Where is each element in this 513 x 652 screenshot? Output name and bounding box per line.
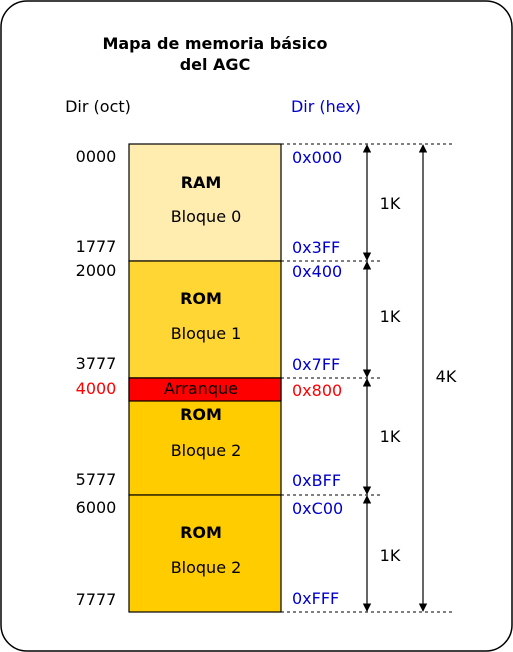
block-type-label: ROM bbox=[180, 289, 222, 308]
total-size-label: 4K bbox=[436, 367, 457, 386]
oct-address: 1777 bbox=[76, 237, 117, 256]
segment-size-label: 1K bbox=[380, 546, 401, 565]
block-type-label: ROM bbox=[180, 523, 222, 542]
hex-address: 0x3FF bbox=[292, 238, 340, 257]
block-name-label: Bloque 1 bbox=[171, 324, 242, 343]
hex-address: 0x7FF bbox=[292, 355, 340, 374]
hex-address: 0xC00 bbox=[292, 499, 343, 518]
hex-address: 0x000 bbox=[292, 148, 342, 167]
memory-block-0: RAM Bloque 0 bbox=[128, 143, 282, 262]
segment-size-label: 1K bbox=[380, 427, 401, 446]
boot-banner bbox=[128, 377, 282, 402]
block-name-label: Bloque 0 bbox=[171, 207, 242, 226]
header-hex: Dir (hex) bbox=[291, 97, 361, 116]
oct-address: 3777 bbox=[76, 354, 117, 373]
block-type-label: RAM bbox=[181, 173, 222, 192]
hex-address-column: 0x000 0x3FF 0x400 0x7FF 0x800 0xBFF 0xC0… bbox=[292, 148, 343, 608]
oct-address-column: 0000 1777 2000 3777 4000 5777 6000 7777 bbox=[76, 147, 117, 609]
title-line-2: del AGC bbox=[180, 55, 251, 74]
block-rect bbox=[128, 494, 282, 613]
block-name-label: Bloque 2 bbox=[171, 441, 242, 460]
boundary-lines bbox=[281, 143, 452, 613]
header-oct: Dir (oct) bbox=[65, 97, 131, 116]
memory-block-3: ROM Bloque 2 bbox=[128, 494, 282, 613]
dimension-arrows bbox=[362, 144, 428, 612]
hex-address: 0x400 bbox=[292, 262, 342, 281]
memory-block-1: ROM Bloque 1 bbox=[128, 260, 282, 379]
block-type-label: ROM bbox=[180, 405, 222, 424]
block-rect bbox=[128, 260, 282, 379]
boot-banner-label: Arranque bbox=[164, 379, 238, 398]
title-line-1: Mapa de memoria básico bbox=[102, 34, 327, 53]
block-rect bbox=[128, 143, 282, 262]
oct-address: 6000 bbox=[76, 498, 117, 517]
oct-address: 0000 bbox=[76, 147, 117, 166]
segment-size-label: 1K bbox=[380, 307, 401, 326]
hex-address-boot: 0x800 bbox=[292, 381, 342, 400]
oct-address: 7777 bbox=[76, 590, 117, 609]
oct-address-boot: 4000 bbox=[76, 379, 117, 398]
memory-block-2: Arranque ROM Bloque 2 bbox=[128, 377, 282, 496]
hex-address: 0xBFF bbox=[292, 471, 341, 490]
oct-address: 2000 bbox=[76, 261, 117, 280]
block-name-label: Bloque 2 bbox=[171, 558, 242, 577]
oct-address: 5777 bbox=[76, 470, 117, 489]
hex-address: 0xFFF bbox=[292, 589, 339, 608]
segment-size-label: 1K bbox=[380, 194, 401, 213]
